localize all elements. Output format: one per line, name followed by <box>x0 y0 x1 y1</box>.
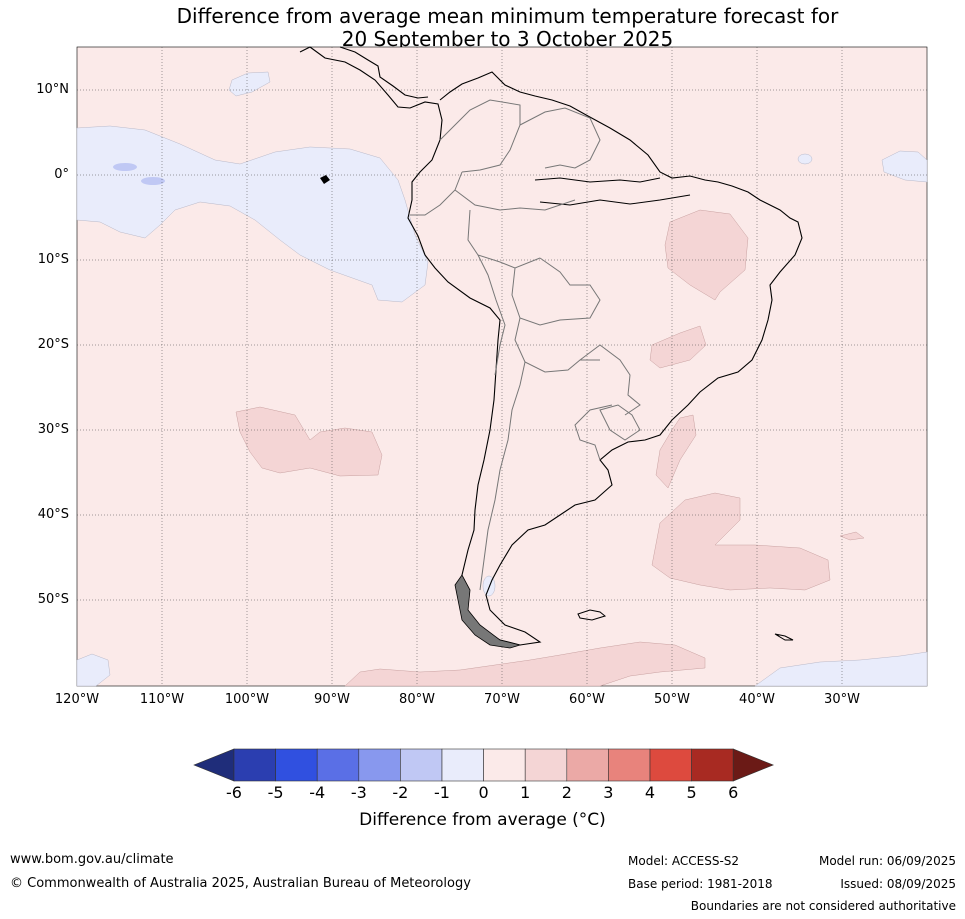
tierra-del-fuego <box>454 574 522 649</box>
map-title-line-2: 20 September to 3 October 2025 <box>341 27 674 51</box>
colorbar-tick-label: -5 <box>267 783 284 802</box>
south-america-coastline <box>309 46 803 646</box>
copyright-notice: © Commonwealth of Australia 2025, Austra… <box>10 876 471 891</box>
national-borders <box>410 99 641 591</box>
cool-anomaly-region <box>76 125 429 303</box>
lat-label: 30°S <box>37 422 69 437</box>
colorbar-segment <box>649 748 692 782</box>
colorbar-tick-label: 2 <box>561 783 572 802</box>
map-title-line-1: Difference from average mean minimum tem… <box>176 4 839 28</box>
boundaries-disclaimer: Boundaries are not considered authoritat… <box>690 899 956 913</box>
colorbar-segment <box>524 748 568 782</box>
colorbar-tick-label: 5 <box>686 783 697 802</box>
lon-label: 100°W <box>224 692 270 707</box>
galapagos-islands <box>320 175 330 184</box>
warm-anomaly-region <box>655 414 697 489</box>
colorbar-tick-label: 3 <box>603 783 614 802</box>
colorbar-segment <box>691 748 734 782</box>
model-run-date: Model run: 06/09/2025 <box>818 854 956 868</box>
colorbar-segment <box>608 748 651 782</box>
colorbar-tick-label: 0 <box>478 783 489 802</box>
colorbar-segment <box>233 748 276 782</box>
lat-label: 10°S <box>37 252 69 267</box>
colorbar-tick-label: -2 <box>392 783 409 802</box>
colorbar-arrow-low <box>193 748 235 782</box>
lon-label: 110°W <box>139 692 185 707</box>
cool-anomaly-region <box>754 651 928 687</box>
central-america-coastline <box>299 46 429 99</box>
lon-label: 90°W <box>314 692 350 707</box>
colorbar-segment <box>441 748 484 782</box>
colorbar-tick-label: -3 <box>350 783 367 802</box>
colorbar-segment <box>483 748 526 782</box>
colorbar-segment <box>316 748 360 782</box>
colorbar-segment <box>566 748 609 782</box>
base-period: Base period: 1981-2018 <box>628 877 773 891</box>
cool-anomaly-region <box>797 153 813 165</box>
website-link[interactable]: www.bom.gov.au/climate <box>10 852 174 867</box>
warm-anomaly-region <box>235 406 383 477</box>
issued-date: Issued: 08/09/2025 <box>840 877 956 891</box>
colorbar-segment <box>358 748 401 782</box>
graticule <box>77 47 927 686</box>
lat-label: 10°N <box>36 82 69 97</box>
lon-label: 80°W <box>399 692 435 707</box>
lon-label: 60°W <box>569 692 605 707</box>
lat-label: 0° <box>54 167 69 182</box>
cool-anomaly-region <box>881 150 928 183</box>
colorbar <box>193 748 775 782</box>
warm-anomaly-region <box>649 325 707 369</box>
lat-label: 20°S <box>37 337 69 352</box>
colorbar-tick-label: -4 <box>309 783 326 802</box>
cool-anomaly-region <box>482 575 496 597</box>
lat-label: 40°S <box>37 507 69 522</box>
cool-anomaly-region <box>141 177 165 185</box>
south-georgia-island <box>774 633 794 641</box>
colorbar-label: Difference from average (°C) <box>359 810 606 830</box>
warm-anomaly-region <box>839 531 865 541</box>
colorbar-tick-label: -6 <box>226 783 242 802</box>
colorbar-arrow-high <box>732 748 775 782</box>
model-name: Model: ACCESS-S2 <box>628 854 740 868</box>
colorbar-segment <box>275 748 318 782</box>
lon-label: 40°W <box>739 692 775 707</box>
lat-label: 50°S <box>37 592 69 607</box>
lon-label: 50°W <box>654 692 690 707</box>
colorbar-tick-label: 1 <box>520 783 531 802</box>
cool-anomaly-region <box>76 653 111 687</box>
falkland-islands <box>577 609 607 621</box>
lon-label: 70°W <box>484 692 520 707</box>
colorbar-tick-label: 6 <box>728 783 739 802</box>
warm-anomaly-region <box>651 492 831 591</box>
colorbar-segment <box>400 748 443 782</box>
lon-label: 30°W <box>824 692 860 707</box>
warm-anomaly-region <box>344 641 706 687</box>
cool-anomaly-region <box>113 163 137 171</box>
colorbar-tick-label: -1 <box>434 783 450 802</box>
amazon-coast-feature <box>534 177 691 206</box>
colorbar-tick-label: 4 <box>644 783 656 802</box>
warm-anomaly-region <box>664 209 749 301</box>
lon-label: 120°W <box>54 692 100 707</box>
